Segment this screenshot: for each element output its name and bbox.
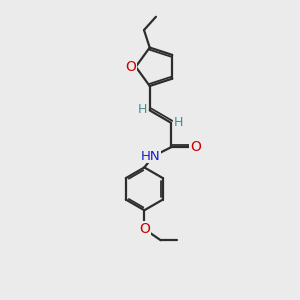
Text: O: O <box>190 140 201 154</box>
Text: H: H <box>137 103 147 116</box>
Text: HN: HN <box>140 150 160 163</box>
Text: O: O <box>139 222 150 236</box>
Text: O: O <box>125 60 136 74</box>
Text: H: H <box>174 116 184 129</box>
